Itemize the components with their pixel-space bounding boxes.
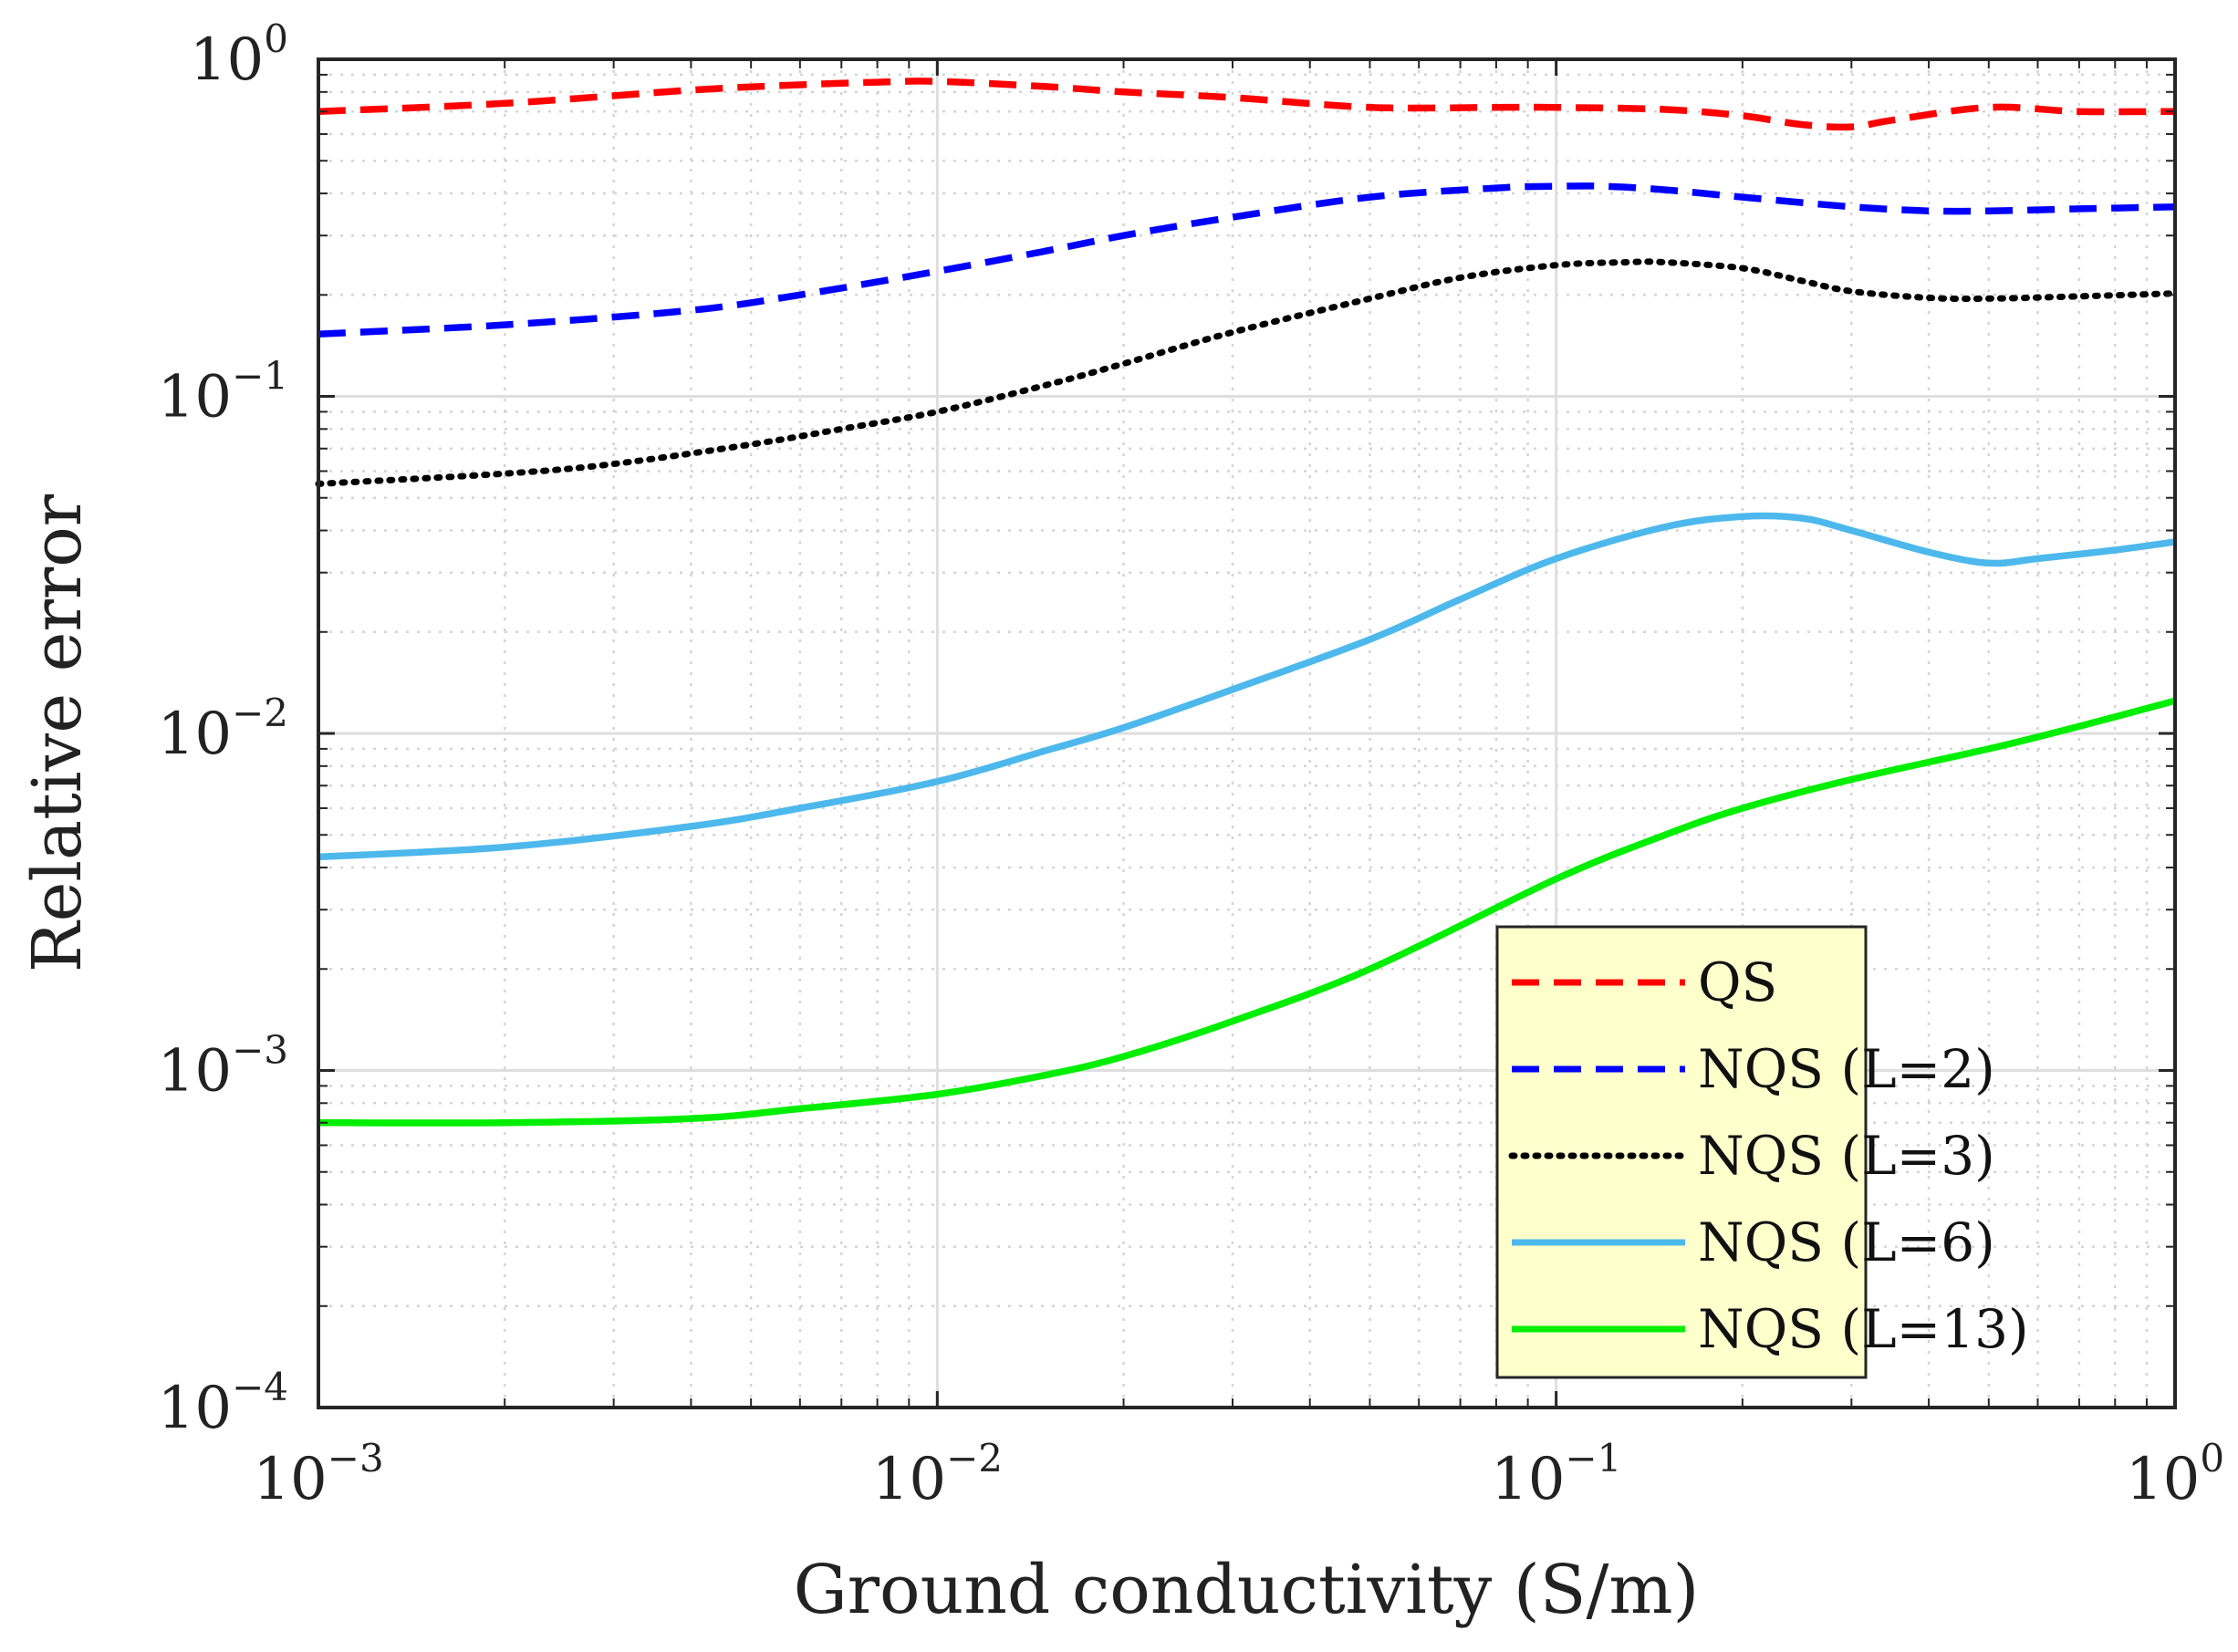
legend-label-0: QS (1698, 951, 1777, 1013)
y-tick-exponent: −4 (232, 1365, 288, 1409)
x-tick-base: 10 (2126, 1446, 2200, 1513)
x-tick-base: 10 (1491, 1446, 1565, 1513)
x-tick-label: 10−2 (872, 1436, 1003, 1513)
y-tick-exponent: −3 (232, 1028, 288, 1073)
y-tick-base: 10 (158, 364, 232, 431)
y-tick-exponent: 0 (264, 16, 288, 61)
x-tick-label: 10−1 (1491, 1436, 1621, 1513)
series-line-4 (317, 697, 2176, 1127)
x-tick-exponent: −3 (328, 1436, 384, 1481)
y-tick-label: 100 (190, 16, 288, 94)
y-tick-base: 10 (158, 701, 232, 768)
legend-label-4: NQS (L=13) (1698, 1298, 2029, 1360)
y-tick-base: 10 (158, 1038, 232, 1106)
x-tick-base: 10 (872, 1446, 946, 1513)
legend-entries: QS NQS (L=2) NQS (L=3) NQS (L=6) NQS (L=13) (1508, 951, 2029, 1360)
legend-label-3: NQS (L=6) (1698, 1211, 1995, 1273)
y-tick-label: 10−1 (158, 354, 288, 431)
x-tick-exponent: 0 (2200, 1436, 2224, 1481)
x-tick-exponent: −1 (1565, 1436, 1621, 1481)
series-layer (315, 78, 2179, 1127)
y-tick-label: 10−3 (158, 1028, 288, 1106)
x-tick-labels: 10−3 10−2 10−1 100 (253, 1436, 2224, 1513)
y-tick-base: 10 (190, 26, 264, 94)
legend-box (1495, 925, 1868, 1379)
y-tick-label: 10−2 (158, 691, 288, 768)
ticks-layer (317, 57, 2177, 1409)
series-line-0 (317, 78, 2176, 131)
y-tick-label: 10−4 (158, 1365, 288, 1442)
y-tick-base: 10 (158, 1375, 232, 1442)
legend-label-1: NQS (L=2) (1698, 1038, 1995, 1100)
x-tick-exponent: −2 (946, 1436, 1003, 1481)
y-tick-exponent: −2 (232, 691, 288, 735)
x-axis-title: Ground conductivity (S/m) (794, 1551, 1700, 1629)
y-axis-title: Relative error (18, 494, 97, 972)
x-tick-label: 10−3 (253, 1436, 383, 1513)
series-line-1 (317, 182, 2176, 338)
x-tick-base: 10 (253, 1446, 327, 1513)
legend: QS NQS (L=2) NQS (L=3) NQS (L=6) NQS (L=13) (1495, 925, 2029, 1379)
series-line-3 (317, 512, 2176, 861)
x-tick-label: 100 (2126, 1436, 2224, 1513)
y-tick-exponent: −1 (232, 354, 288, 399)
legend-label-2: NQS (L=3) (1698, 1125, 1995, 1187)
series-line-2 (315, 258, 2179, 487)
